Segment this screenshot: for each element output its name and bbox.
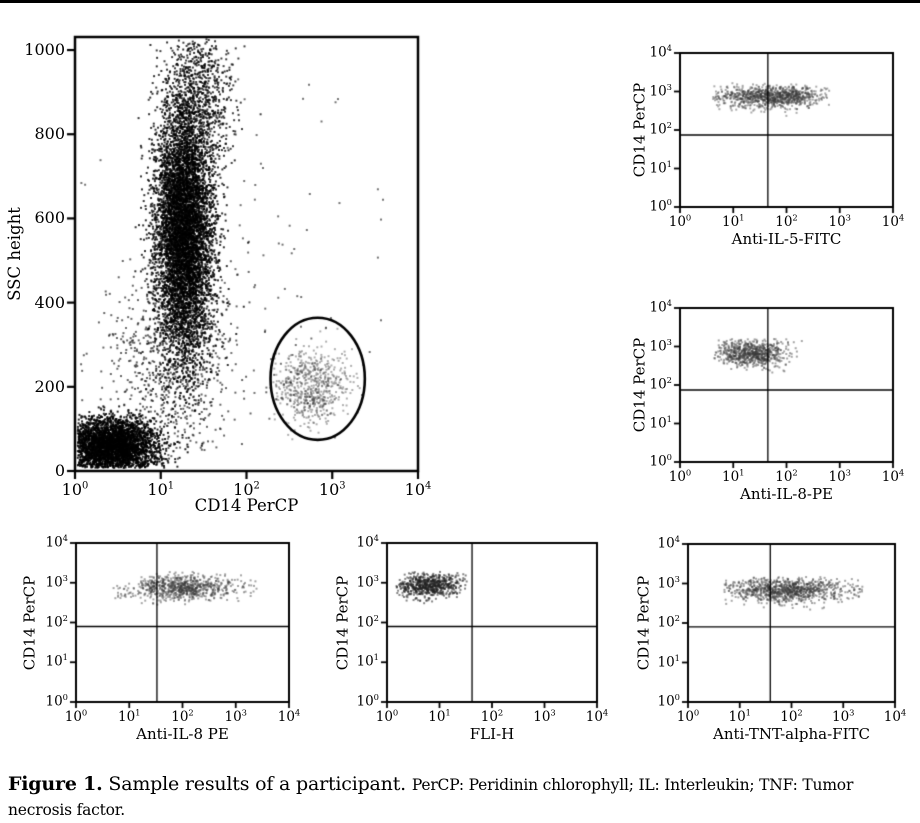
y-tick-label: 102 [45,612,68,630]
x-tick-label: 101 [147,480,175,499]
y-tick-label: 103 [657,573,680,591]
x-tick-label: 103 [318,480,346,499]
x-tick-label: 100 [668,467,692,485]
y-tick-label: 400 [34,292,65,312]
y-tick-label: 100 [649,196,672,215]
y-tick-label: 1000 [24,40,65,60]
plot-cd14-vs-anti-il8-pe-lower: 100 101 102 103 104 100 101 102 103 104 Anti-IL-8 … [14,523,316,759]
y-tick-label: 104 [649,42,672,61]
y-axis-title: CD14 PerCP [333,575,352,670]
y-tick-label: 100 [657,691,680,710]
y-tick-label: 100 [649,451,672,470]
x-tick-label: 104 [585,707,609,725]
x-tick-label: 101 [728,707,752,725]
plot-cd14-vs-anti-il5-fitc: 100 101 102 103 104 100 101 102 103 104 Anti-IL-5-… [618,33,920,265]
x-tick-label: 100 [64,707,88,725]
y-tick-label: 101 [649,158,672,176]
x-axis-title: Anti-TNT-alpha-FITC [713,725,870,743]
x-tick-label: 102 [775,212,798,230]
y-tick-label: 101 [657,652,680,670]
y-tick-label: 104 [649,297,672,316]
plot-cd14-vs-anti-il8-pe-upper: 100 101 102 103 104 100 101 102 103 104 Anti-IL-8-… [618,288,920,520]
scatter-canvas [325,523,617,759]
scatter-canvas [624,524,920,764]
y-tick-label: 800 [34,124,65,144]
x-tick-label: 103 [533,707,556,725]
y-tick-label: 101 [45,652,68,670]
caption-label: Figure 1. [8,773,103,795]
y-tick-label: 103 [649,81,672,99]
y-tick-label: 600 [34,208,65,228]
y-tick-label: 102 [356,612,379,630]
y-axis-title: CD14 PerCP [630,82,649,178]
y-tick-label: 0 [54,461,65,480]
top-rule [0,0,920,3]
x-axis-title: Anti-IL-8-PE [740,485,833,503]
x-axis-title: Anti-IL-8 PE [136,725,229,743]
y-axis-title: CD14 PerCP [20,575,39,670]
x-axis-title: Anti-IL-5-FITC [731,230,842,248]
y-tick-label: 100 [45,691,68,710]
y-tick-label: 103 [356,572,379,590]
caption-text: Sample results of a participant. [108,773,406,795]
x-tick-label: 102 [233,480,260,499]
y-tick-label: 104 [657,533,680,552]
x-tick-label: 104 [881,467,905,485]
x-tick-label: 101 [117,707,141,725]
x-tick-label: 104 [277,707,301,725]
x-tick-label: 103 [828,212,852,230]
figure-caption: Figure 1. Sample results of a participan… [8,772,914,822]
scatter-canvas [618,33,920,265]
x-tick-label: 103 [828,467,852,485]
x-tick-label: 101 [721,212,745,230]
y-tick-label: 200 [34,376,65,396]
y-axis-title: SSC height [4,207,24,301]
x-tick-label: 101 [721,467,745,485]
x-tick-label: 102 [480,707,504,725]
x-tick-label: 103 [224,707,248,725]
scatter-canvas [618,288,920,520]
y-tick-label: 101 [356,652,379,670]
y-tick-label: 104 [356,532,379,551]
caption-abbreviations: PerCP: Peridinin chlorophyll; IL: Interl… [8,776,854,820]
y-tick-label: 103 [649,336,672,354]
x-axis-title: FLI-H [469,725,515,743]
plot-cd14-vs-anti-tnt-alpha-fitc: 100 101 102 103 104 100 101 102 103 104 Anti-TNT-a… [624,524,920,764]
x-tick-label: 102 [775,467,798,485]
y-axis-title: CD14 PerCP [630,337,649,433]
x-tick-label: 102 [171,707,194,725]
y-tick-label: 100 [356,691,379,710]
x-tick-label: 100 [61,480,89,499]
y-tick-label: 101 [649,413,672,431]
y-tick-label: 102 [649,374,672,393]
x-axis-title: CD14 PerCP [194,496,299,515]
x-tick-label: 100 [676,707,700,725]
x-tick-label: 104 [881,212,905,230]
scatter-canvas [14,523,316,759]
plot-cd14-vs-fli-h: 100 101 102 103 104 100 101 102 103 104 FLI-H CD14 … [325,523,617,759]
x-tick-label: 102 [780,707,803,725]
x-tick-label: 103 [831,707,855,725]
x-tick-label: 100 [668,212,692,230]
y-axis-title: CD14 PerCP [634,575,653,671]
x-tick-label: 100 [375,707,399,725]
y-tick-label: 102 [657,612,680,631]
y-tick-label: 103 [45,572,68,590]
x-tick-label: 104 [404,480,432,499]
plot-ssc-vs-cd14-percp: 100 101 102 103 104 0 200 400 600 800 1000 CD14 Per… [0,15,470,530]
scatter-canvas [0,15,470,530]
x-tick-label: 104 [883,707,907,725]
y-tick-label: 102 [649,119,672,138]
x-tick-label: 101 [428,707,451,725]
y-tick-label: 104 [45,532,68,551]
